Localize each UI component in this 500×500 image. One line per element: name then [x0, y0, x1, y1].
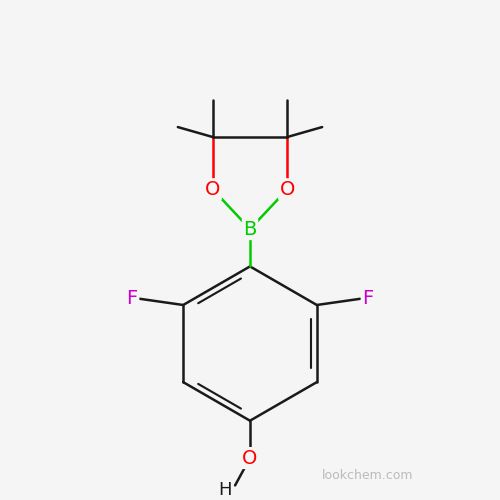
Text: lookchem.com: lookchem.com	[322, 469, 414, 482]
Text: O: O	[205, 180, 220, 199]
Text: B: B	[244, 220, 256, 238]
Text: F: F	[126, 290, 138, 308]
Text: O: O	[280, 180, 295, 199]
Text: H: H	[218, 482, 232, 500]
Text: F: F	[362, 290, 374, 308]
Text: O: O	[242, 448, 258, 468]
